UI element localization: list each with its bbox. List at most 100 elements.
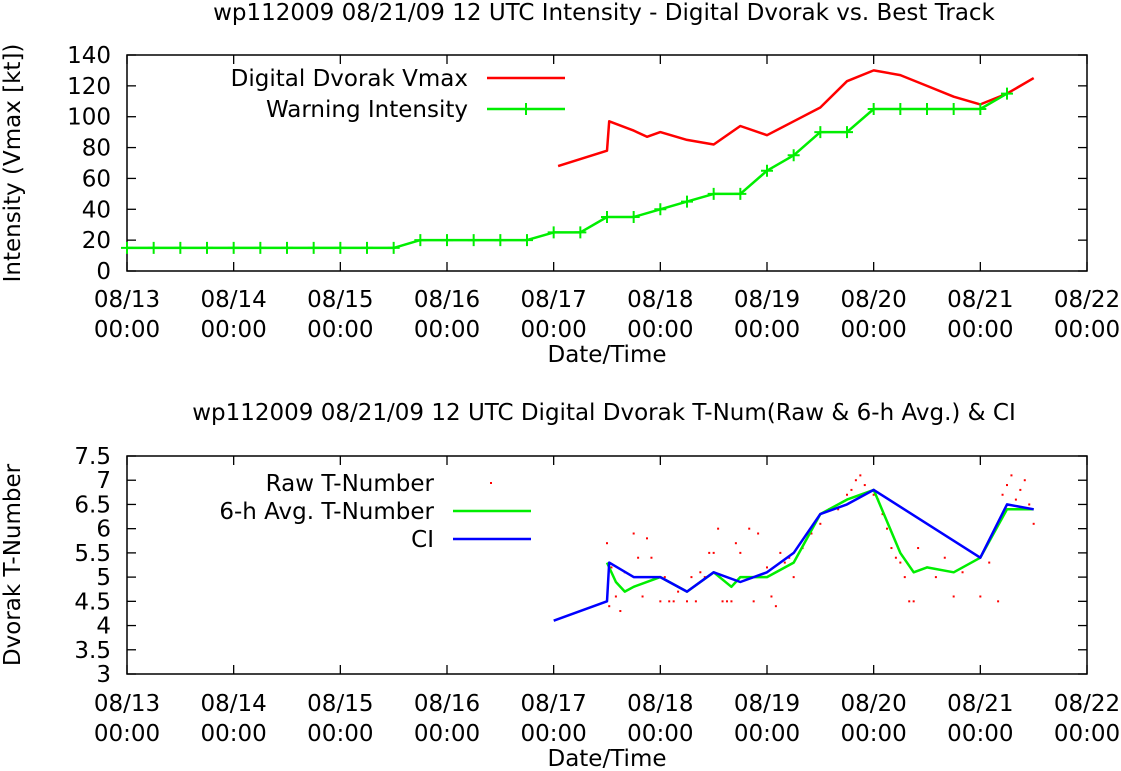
y-tick-label: 7 <box>96 468 111 494</box>
y-tick-label: 80 <box>82 136 111 162</box>
raw-t-number-point <box>694 600 697 603</box>
x-tick-date-label: 08/15 <box>307 287 373 313</box>
y-tick-label: 6 <box>96 517 111 543</box>
raw-t-number-point <box>721 600 724 603</box>
y-tick-label: 5 <box>96 565 111 591</box>
legend-label-ci: CI <box>411 527 434 553</box>
legend-label-digital-dvorak-vmax: Digital Dvorak Vmax <box>231 66 468 92</box>
legend-swatch-raw-t-number <box>490 482 492 484</box>
raw-t-number-point <box>766 566 768 569</box>
tnumber-y-ticks: 33.544.555.566.577.5 <box>74 444 1087 688</box>
raw-t-number-point <box>988 561 991 564</box>
warning-intensity-line <box>127 92 1008 250</box>
warning-intensity-marker <box>414 234 427 247</box>
raw-t-number-point <box>783 561 786 564</box>
raw-t-number-point <box>912 600 915 603</box>
raw-t-number-point <box>632 532 635 535</box>
intensity-x-axis-label: Date/Time <box>547 342 666 368</box>
warning-intensity-marker <box>201 241 213 254</box>
warning-intensity-marker <box>121 241 133 254</box>
x-tick-date-label: 08/13 <box>94 287 160 313</box>
warning-intensity-marker <box>547 226 560 239</box>
raw-t-number-point <box>961 571 964 574</box>
warning-intensity-marker <box>787 149 800 162</box>
raw-t-number-point <box>757 532 760 535</box>
warning-intensity-marker <box>947 103 960 115</box>
raw-t-number-point <box>690 576 693 579</box>
y-tick-label: 140 <box>67 43 111 69</box>
x-tick-time-label: 00:00 <box>521 317 587 343</box>
raw-t-number-point <box>886 527 888 530</box>
x-tick-date-label: 08/14 <box>201 691 267 717</box>
legend-label-warning-intensity: Warning Intensity <box>266 97 468 123</box>
raw-t-number-point <box>1019 488 1022 491</box>
warning-intensity-marker <box>494 234 507 247</box>
raw-t-number-point <box>846 493 848 496</box>
y-tick-label: 100 <box>67 105 111 131</box>
x-tick-date-label: 08/17 <box>521 287 587 313</box>
x-tick-time-label: 00:00 <box>414 721 480 747</box>
warning-intensity-marker <box>894 103 907 115</box>
raw-t-number-point <box>863 484 866 487</box>
raw-t-number-point <box>1014 498 1017 501</box>
raw-t-number-point <box>788 556 791 559</box>
x-tick-time-label: 00:00 <box>1054 721 1120 747</box>
warning-intensity-marker <box>574 226 587 239</box>
x-tick-time-label: 00:00 <box>521 721 587 747</box>
raw-t-number-point <box>748 527 751 530</box>
raw-t-number-point <box>1028 503 1031 506</box>
raw-t-number-point <box>881 513 884 516</box>
warning-intensity-marker <box>681 195 693 208</box>
y-tick-label: 5.5 <box>74 541 111 567</box>
raw-t-number-point <box>854 479 857 482</box>
intensity-plot-frame <box>126 54 1088 272</box>
warning-intensity-marker <box>361 241 373 254</box>
warning-intensity-marker <box>734 187 747 200</box>
x-tick-date-label: 08/21 <box>947 691 1013 717</box>
y-tick-label: 3.5 <box>74 638 111 664</box>
x-tick-date-label: 08/16 <box>414 287 480 313</box>
x-tick-time-label: 00:00 <box>201 317 267 343</box>
x-tick-date-label: 08/19 <box>734 691 800 717</box>
raw-t-number-point <box>752 600 755 603</box>
raw-t-number-point <box>659 600 662 603</box>
warning-intensity-marker <box>814 126 827 139</box>
raw-t-number-point <box>894 556 897 559</box>
digital-dvorak-vmax-line <box>557 69 1035 168</box>
raw-t-number-point <box>668 600 671 603</box>
raw-t-number-point <box>650 556 653 559</box>
x-tick-time-label: 00:00 <box>947 317 1013 343</box>
y-tick-label: 120 <box>67 74 111 100</box>
warning-intensity-marker <box>387 241 400 254</box>
intensity-y-ticks: 0 20 40 60 80 100 120 140 <box>67 43 1087 285</box>
x-tick-time-label: 00:00 <box>734 317 800 343</box>
raw-t-number-point <box>872 493 875 496</box>
y-tick-label: 6.5 <box>74 492 111 518</box>
raw-t-number-point <box>1001 493 1004 496</box>
intensity-panel: wp112009 08/21/09 12 UTC Intensity - Dig… <box>0 0 1120 368</box>
raw-t-number-point <box>703 576 706 579</box>
x-tick-time-label: 00:00 <box>307 317 373 343</box>
warning-intensity-marker <box>921 103 933 115</box>
raw-t-number-point <box>837 508 840 511</box>
x-tick-date-label: 08/22 <box>1054 287 1120 313</box>
x-tick-date-label: 08/19 <box>734 287 800 313</box>
warning-intensity-marker <box>974 103 987 115</box>
x-tick-time-label: 00:00 <box>841 317 907 343</box>
warning-intensity-marker <box>1001 87 1013 100</box>
raw-t-number-point <box>608 605 611 608</box>
warning-intensity-marker <box>281 241 293 254</box>
y-tick-label: 7.5 <box>74 444 111 470</box>
raw-t-number-point <box>819 522 822 525</box>
tnumber-x-axis-label: Date/Time <box>547 746 666 771</box>
intensity-legend: Digital Dvorak Vmax Warning Intensity <box>231 66 565 123</box>
x-tick-date-label: 08/13 <box>94 691 160 717</box>
raw-t-number-point <box>934 576 937 579</box>
raw-t-number-point <box>943 556 946 559</box>
warning-intensity-marker <box>334 241 347 254</box>
y-tick-label: 40 <box>82 197 111 223</box>
raw-t-number-point <box>903 576 906 579</box>
intensity-x-ticks: 08/13 00:00 08/14 00:00 08/15 00:00 08/16 00:00… <box>94 55 1120 343</box>
raw-t-number-point <box>774 605 777 608</box>
